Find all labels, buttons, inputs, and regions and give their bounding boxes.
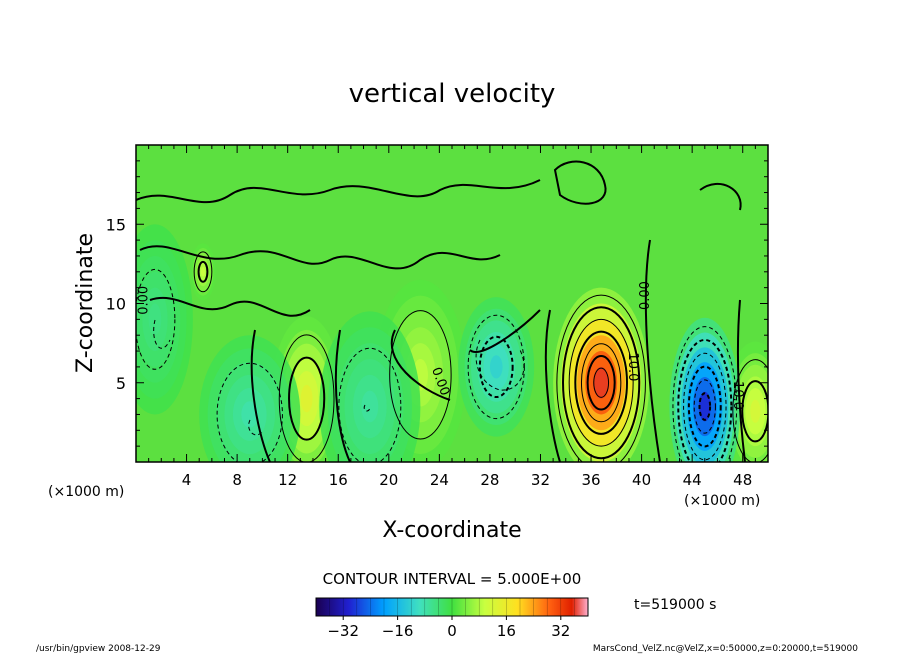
contour-line [580,343,622,423]
contour-line [478,335,514,399]
velocity-level [593,366,610,399]
contour-interval-label: CONTOUR INTERVAL = 5.000E+00 [323,570,582,588]
x-tick-label: 48 [733,471,752,489]
contour-line [568,318,634,447]
y-tick-label: 15 [106,215,126,234]
contour-label: 0.00 [136,286,151,315]
x-tick-label: 44 [683,471,702,489]
footer-right: MarsCond_VelZ.nc@VelZ,x=0:50000,z=0:2000… [593,644,858,654]
chart-title: vertical velocity [349,79,556,109]
contour-line [216,362,283,462]
velocity-level [489,355,503,379]
colorbar-ticks: −32 −16 0 16 32 [327,598,575,640]
contour-line [467,314,525,420]
x-tick-label: 12 [278,471,297,489]
contour-line [741,380,768,443]
velocity-cell [319,311,421,462]
contour-line [586,354,616,411]
zero-contours [136,160,746,462]
negative-contours [153,319,525,436]
contour-line [574,330,628,435]
contour-lines [136,251,768,462]
x-tick-label: 40 [632,471,651,489]
x-unit-left: (×1000 m) [48,484,124,500]
x-tick-label: 4 [182,471,192,489]
colorbar-tick-label: 32 [551,622,570,640]
x-tick-label: 28 [480,471,499,489]
x-tick-label: 16 [329,471,348,489]
colorbar-tick-label: 0 [447,622,457,640]
contour-line [562,306,641,460]
velocity-level [361,390,379,423]
contour-line [193,251,213,293]
contour-line [556,294,646,462]
colorbar-tick-label: −32 [327,622,359,640]
velocity-level [241,401,259,428]
velocity-level [300,384,313,413]
contour-line [338,347,402,462]
contour-line [672,326,738,462]
contour-line [197,260,209,283]
x-tick-label: 36 [581,471,600,489]
contour-line [136,268,176,370]
contour-line [687,365,722,448]
y-tick-label: 10 [106,295,126,314]
x-tick-label: 32 [531,471,550,489]
colorbar-tick-label: −16 [382,622,414,640]
contour-label: 10.0 [730,381,745,410]
contour-line [593,367,610,398]
x-axis: 4 8 12 16 20 24 28 32 36 40 44 48 [148,145,756,489]
velocity-cell [553,287,650,462]
contour-line [698,392,712,421]
velocity-level [148,303,162,336]
y-tick-label: 5 [116,374,126,393]
contour-label: 0.00 [638,281,653,310]
colorbar-tick-label: 16 [497,622,516,640]
velocity-cell [199,335,301,462]
contour-line [677,338,733,462]
contour-line [732,359,768,462]
x-tick-label: 8 [232,471,242,489]
velocity-cell [669,317,741,462]
contour-line [683,352,727,461]
x-tick-label: 24 [430,471,449,489]
contour-line [288,356,326,441]
x-unit-right: (×1000 m) [684,493,760,509]
contour-line [278,334,335,462]
footer-left: /usr/bin/gpview 2008-12-29 [36,644,161,654]
velocity-level [750,399,761,423]
y-axis: 5 10 15 [106,160,768,447]
time-label: t=519000 s [634,597,716,613]
contour-line [389,310,452,440]
contour-label: 10.0 [625,352,640,381]
velocity-cell [458,297,535,437]
velocity-level [698,391,711,422]
y-axis-label: Z-coordinate [73,233,98,373]
contour-line [693,379,716,434]
x-tick-label: 20 [379,471,398,489]
velocity-level [200,267,206,277]
velocity-cell [136,224,193,415]
x-axis-label: X-coordinate [382,518,521,543]
